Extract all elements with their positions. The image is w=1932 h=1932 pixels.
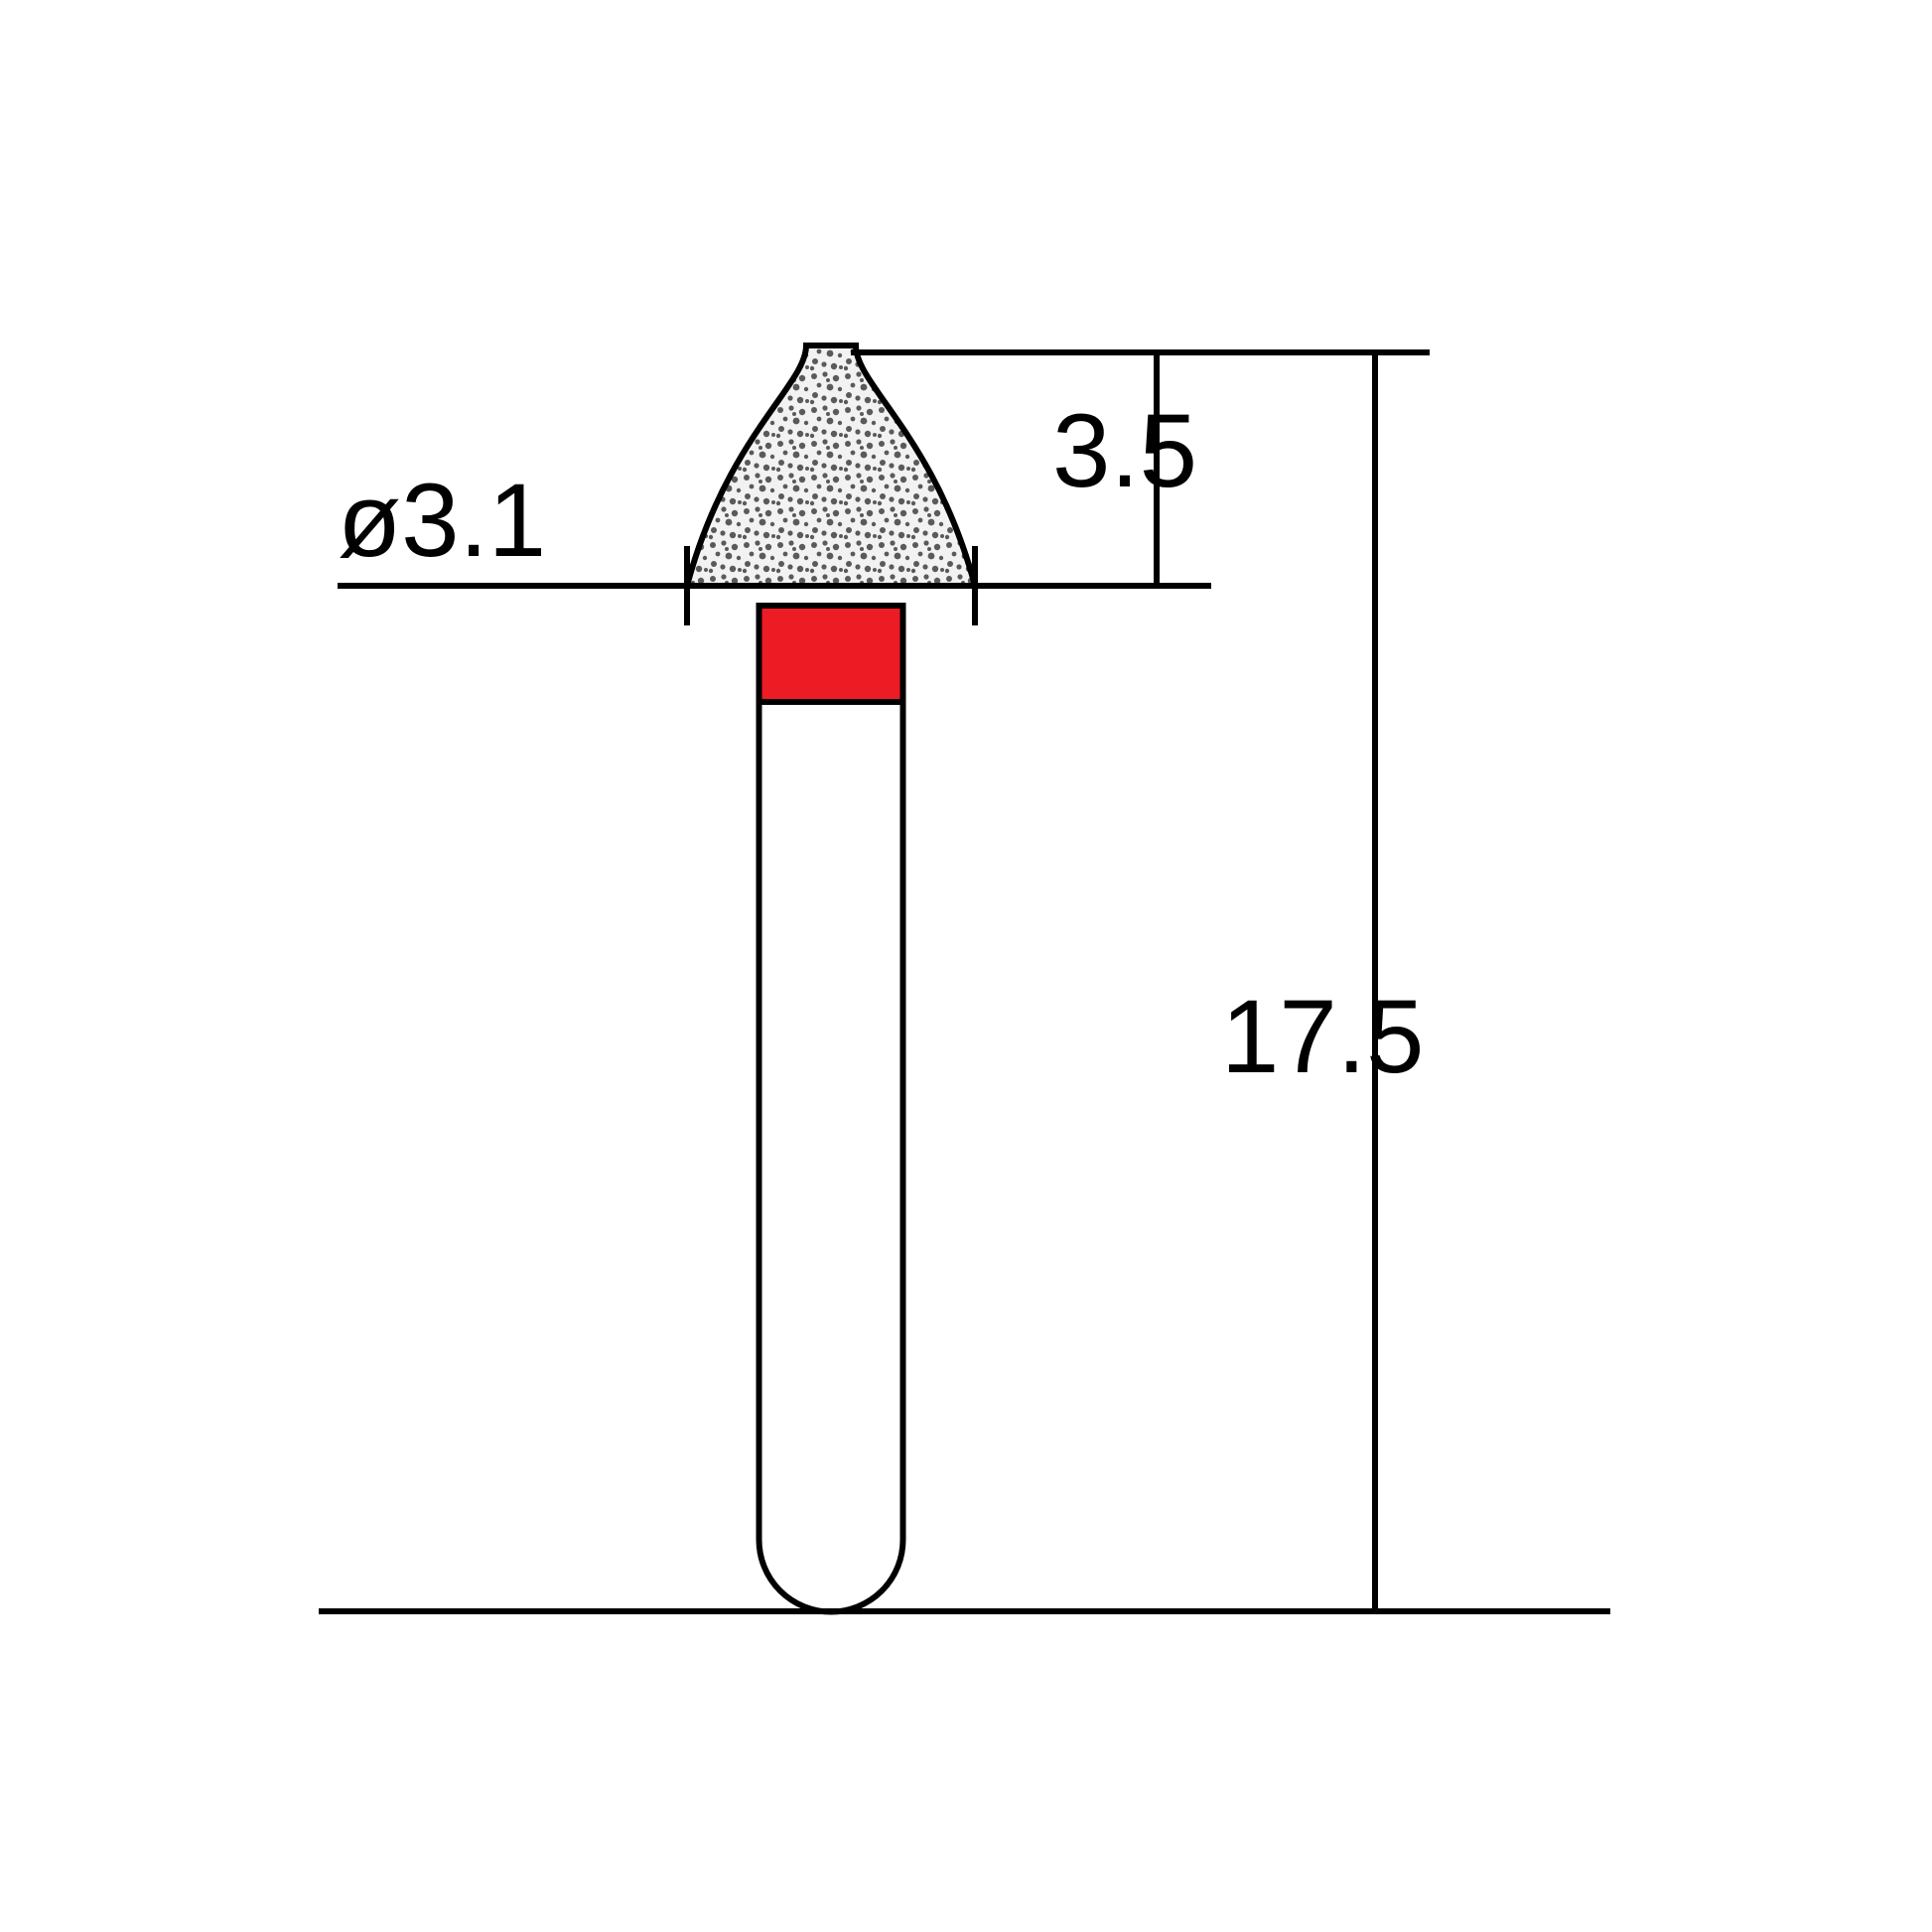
grade-band: [759, 606, 903, 702]
bur-shank: [759, 606, 903, 1612]
dimension-label: 3.5: [1052, 393, 1197, 509]
dimension-label: ø3.1: [338, 463, 546, 579]
bur-head: [687, 345, 975, 586]
dimension-label: 17.5: [1221, 979, 1424, 1095]
